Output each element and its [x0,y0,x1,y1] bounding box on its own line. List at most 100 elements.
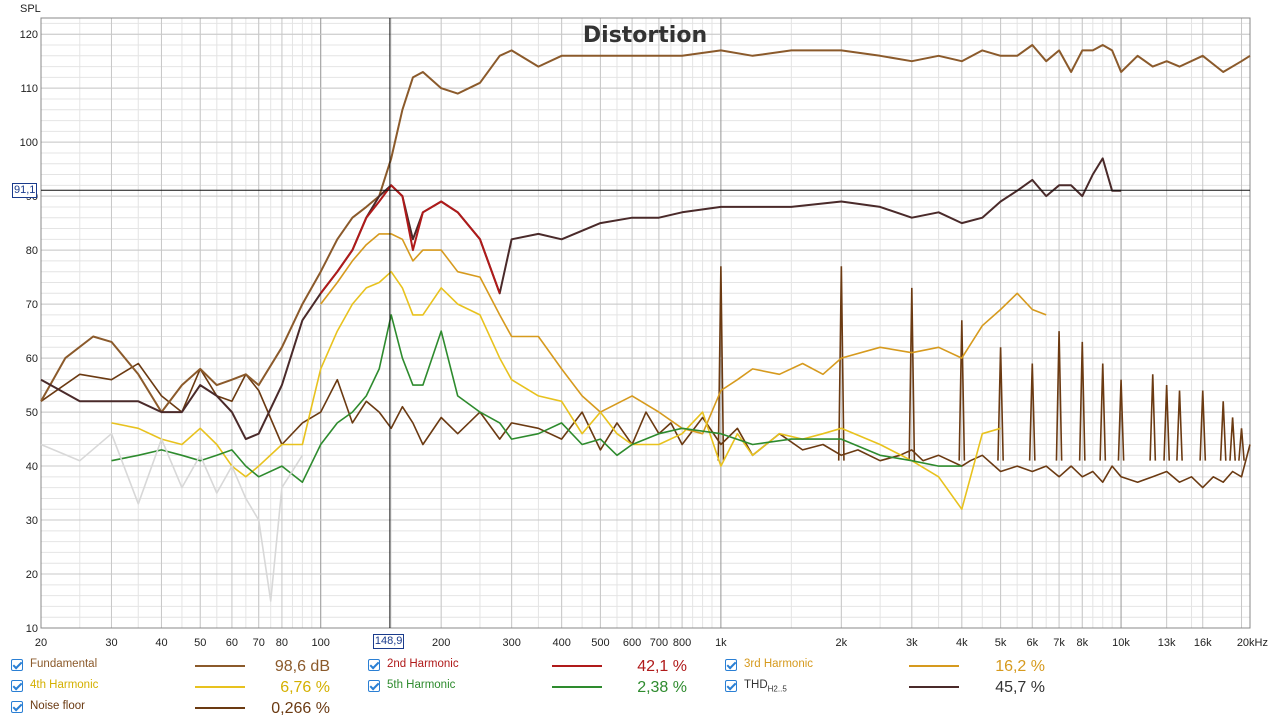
series-peak [1219,401,1227,461]
x-tick-label: 600 [623,637,641,649]
cursor-y-readout: 91,1 [12,183,38,199]
series-peak [1163,385,1171,461]
legend-swatch [195,686,245,688]
legend-value: 2,38 % [637,679,687,696]
x-tick-label: 700 [650,637,668,649]
legend-label: THD [744,679,768,691]
legend-label: 3rd Harmonic [744,658,814,670]
series-peak [1028,363,1036,461]
chart-title: Distortion [583,23,707,48]
series-peak [1055,331,1063,461]
x-tick-label: 70 [253,637,265,649]
series-line-thd-h2-5 [40,157,1122,441]
series-line-noise-floor [40,362,1251,489]
legend-label: 4th Harmonic [30,679,99,691]
legend-label: Fundamental [30,658,98,670]
series-peak [1199,390,1207,461]
legend-label: Noise floor [30,700,85,712]
legend-value: 98,6 dB [274,658,330,675]
legend-value: 45,7 % [995,679,1045,696]
checkbox-icon[interactable] [11,659,23,671]
x-tick-label: 80 [276,637,288,649]
legend-label: 2nd Harmonic [387,658,459,670]
legend: Fundamental 98,6 dB 2nd Harmonic 42,1 % … [0,652,1271,719]
x-tick-label: 20 [35,637,47,649]
y-tick-label: 120 [20,29,38,41]
x-tick-label: 6k [1026,637,1038,649]
x-tick-label: 8k [1076,637,1088,649]
y-axis-ticks: 102030405060708090100110120 [20,29,38,635]
y-tick-label: 60 [26,353,38,365]
plot-area [40,17,1251,629]
checkbox-icon[interactable] [11,701,23,713]
series-line-2nd-harmonic [319,184,501,294]
checkbox-icon[interactable] [725,659,737,671]
legend-swatch [909,665,959,667]
legend-swatch [552,686,602,688]
legend-label-subscript: H2..5 [767,684,787,694]
series-line-5th-harmonic [111,314,962,484]
x-tick-label: 2k [836,637,848,649]
legend-swatch [195,707,245,709]
y-tick-label: 70 [26,299,38,311]
checkbox-icon[interactable] [11,680,23,692]
x-tick-label: 500 [591,637,609,649]
y-tick-label: 100 [20,137,38,149]
x-tick-label: 100 [312,637,330,649]
x-tick-label: 800 [673,637,691,649]
x-tick-label: 40 [155,637,167,649]
x-tick-label: 200 [432,637,450,649]
x-tick-label: 3k [906,637,918,649]
x-tick-label: 1k [715,637,727,649]
legend-swatch [552,665,602,667]
legend-value: 0,266 % [271,700,330,717]
x-tick-label: 50 [194,637,206,649]
series-peak [1229,417,1236,461]
y-tick-label: 20 [26,569,38,581]
series-peak [1238,428,1245,461]
checkbox-icon[interactable] [725,680,737,692]
series-peak [1149,374,1157,461]
legend-value: 16,2 % [995,658,1045,675]
x-tick-label: 5k [995,637,1007,649]
cursor-x-readout: 148,9 [372,634,405,649]
y-tick-label: 110 [20,83,38,95]
series-peak [958,320,966,461]
series-peak [1176,390,1183,461]
y-axis-label: SPL [20,3,41,15]
series-peak [1117,379,1125,461]
x-tick-label: 30 [105,637,117,649]
x-axis-ticks: 20 30 40 50 60 70 80 100 200 300 400 500 600 700 800 1k… [35,637,1268,649]
y-tick-label: 10 [26,623,38,635]
series-layer [40,44,1251,602]
series-peak [1078,341,1086,461]
legend-label: 5th Harmonic [387,679,456,691]
x-tick-label: 16k [1194,637,1212,649]
x-tick-label: 10k [1112,637,1130,649]
checkbox-icon[interactable] [368,659,380,671]
minor-grid [41,18,1250,629]
series-line-3rd-harmonic [320,233,1047,435]
legend-swatch [909,686,959,688]
x-tick-label: 4k [956,637,968,649]
y-tick-label: 80 [26,245,38,257]
x-tick-label: 60 [226,637,238,649]
y-tick-label: 50 [26,407,38,419]
series-peak [837,266,845,461]
distortion-chart[interactable]: 102030405060708090100110120 203040506070… [0,0,1271,652]
x-tick-label: 7k [1053,637,1065,649]
legend-swatch [195,665,245,667]
series-line-fundamental [40,44,1251,414]
x-tick-label: 13k [1158,637,1176,649]
y-tick-label: 40 [26,461,38,473]
x-tick-label: 300 [502,637,520,649]
x-tick-label: 400 [552,637,570,649]
legend-value: 6,76 % [280,679,330,696]
checkbox-icon[interactable] [368,680,380,692]
series-line-4th-harmonic [111,270,1001,511]
cursor[interactable] [41,18,1250,628]
series-peak [1099,363,1107,461]
y-tick-label: 30 [26,515,38,527]
series-peak [908,287,916,461]
series-peak [997,347,1004,461]
